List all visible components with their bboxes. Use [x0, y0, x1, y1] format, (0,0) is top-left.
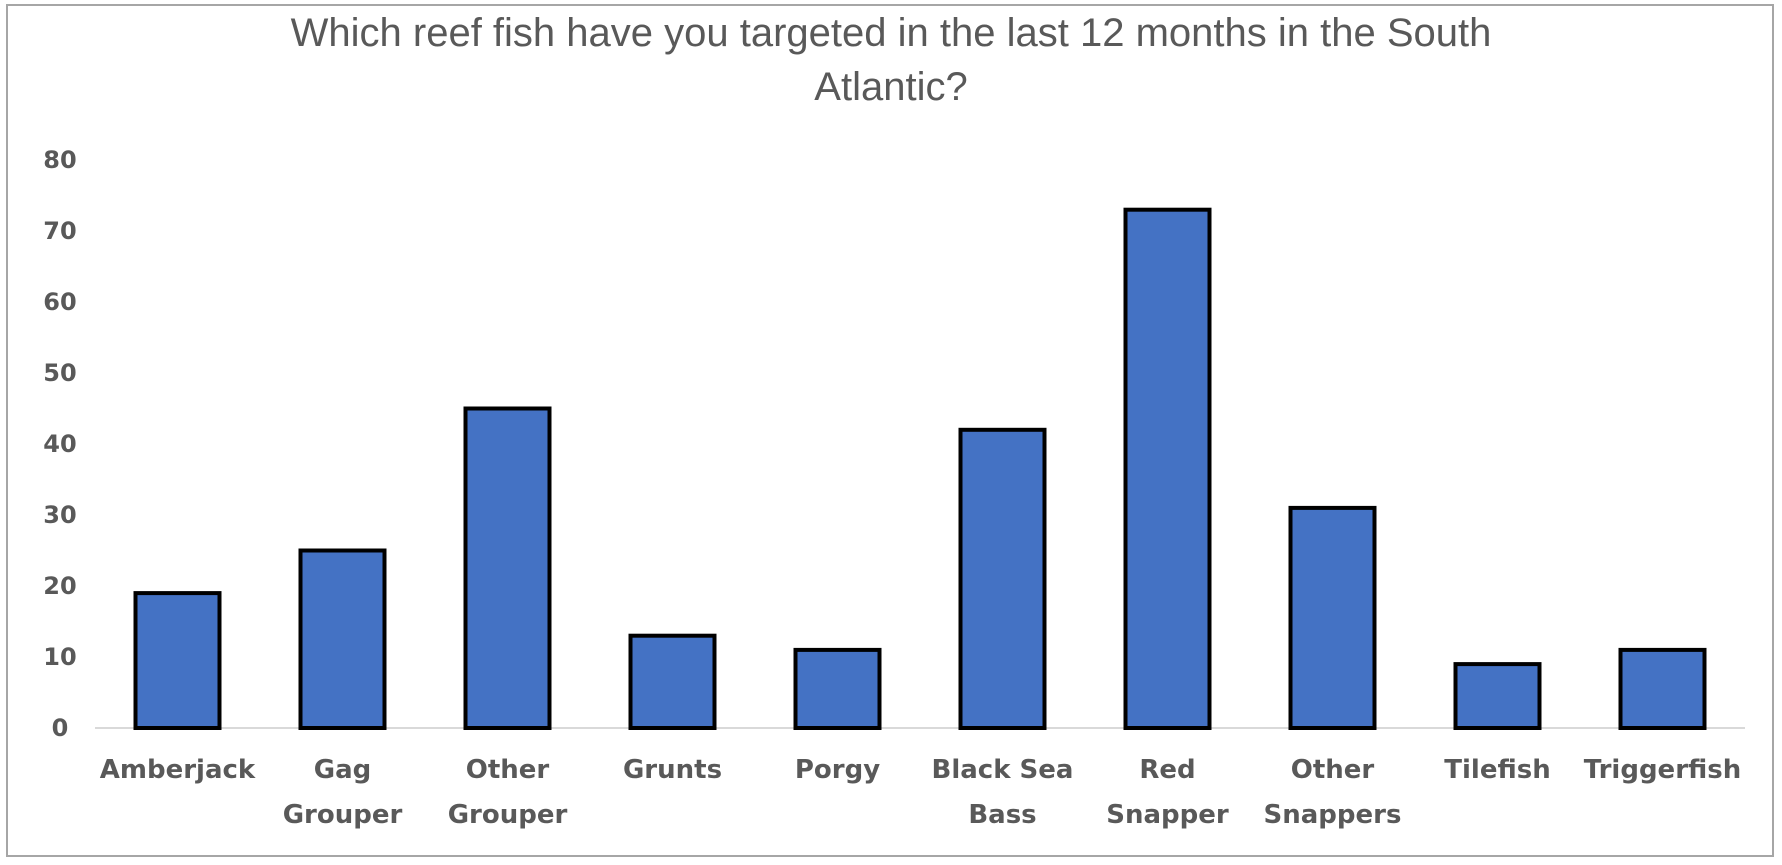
- bar: [793, 647, 882, 731]
- x-tick-label: Grouper: [283, 800, 403, 830]
- x-tick-label: Grunts: [623, 755, 722, 785]
- chart-title-line-1: Which reef fish have you targeted in the…: [290, 11, 1492, 55]
- bars: [133, 207, 1707, 731]
- y-tick-label: 60: [43, 288, 76, 316]
- x-tick-label: Red: [1139, 755, 1195, 785]
- bar: [1288, 505, 1377, 730]
- bar: [1453, 662, 1542, 730]
- y-tick-label: 70: [43, 217, 76, 245]
- x-tick-label: Grouper: [448, 800, 568, 830]
- y-tick-label: 10: [43, 643, 76, 671]
- bar: [463, 406, 552, 730]
- y-tick-label: 30: [43, 501, 76, 529]
- y-tick-label: 40: [43, 430, 76, 458]
- bar: [1618, 647, 1707, 731]
- x-tick-label: Bass: [968, 800, 1036, 830]
- x-tick-label: Black Sea: [932, 755, 1074, 785]
- x-tick-label: Other: [1291, 755, 1375, 785]
- x-tick-label: Snappers: [1264, 800, 1402, 830]
- x-axis-labels: Amberjack Gag Grouper Other Grouper Grunts Por…: [100, 755, 1742, 830]
- x-tick-label: Other: [466, 755, 550, 785]
- x-tick-label: Triggerfish: [1584, 755, 1742, 785]
- bar: [133, 591, 222, 730]
- bar: [298, 548, 387, 730]
- bar: [958, 427, 1047, 730]
- x-tick-label: Porgy: [795, 755, 880, 785]
- x-tick-label: Gag: [314, 755, 372, 785]
- x-tick-label: Amberjack: [100, 755, 256, 785]
- y-tick-label: 80: [43, 146, 76, 174]
- y-tick-label: 0: [52, 714, 69, 742]
- x-tick-label: Tilefish: [1444, 755, 1550, 785]
- bar: [1123, 207, 1212, 730]
- y-axis-ticks: 0 10 20 30 40 50 60 70 80: [43, 146, 76, 742]
- bar: [628, 633, 717, 731]
- y-tick-label: 50: [43, 359, 76, 387]
- chart-title-line-2: Atlantic?: [814, 65, 968, 109]
- y-tick-label: 20: [43, 572, 76, 600]
- x-tick-label: Snapper: [1106, 800, 1229, 830]
- chart-title: Which reef fish have you targeted in the…: [0, 6, 1782, 114]
